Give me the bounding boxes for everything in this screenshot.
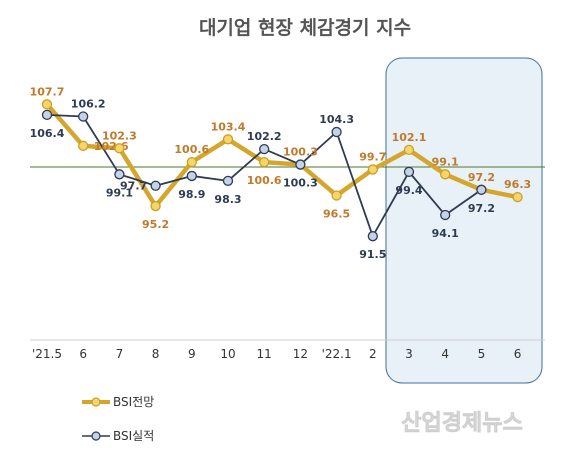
x-tick-label: 5 bbox=[478, 347, 486, 361]
data-label-forecast: 99.7 bbox=[359, 150, 386, 163]
legend-marker-actual bbox=[91, 431, 101, 441]
data-point-forecast bbox=[403, 144, 415, 156]
data-point-actual bbox=[440, 209, 451, 221]
data-point-forecast bbox=[512, 191, 523, 203]
x-tick-label: 4 bbox=[441, 347, 449, 361]
data-point-forecast bbox=[222, 134, 234, 145]
watermark-text: 산업경제뉴스 bbox=[401, 411, 522, 436]
data-label-actual: 97.2 bbox=[468, 202, 495, 215]
x-tick-label: '21.5 bbox=[32, 347, 62, 361]
data-point-actual bbox=[295, 159, 306, 170]
legend: BSI전망 BSI실적 bbox=[82, 395, 154, 443]
x-tick-label: 2 bbox=[369, 347, 377, 361]
data-label-forecast: 100.6 bbox=[174, 143, 209, 156]
legend-label-forecast: BSI전망 bbox=[113, 395, 154, 409]
data-point-actual bbox=[186, 170, 197, 182]
data-label-forecast: 96.5 bbox=[323, 207, 350, 220]
data-label-forecast: 97.2 bbox=[468, 171, 495, 184]
x-tick-label: 3 bbox=[405, 347, 413, 361]
data-label-actual: 97.7 bbox=[120, 180, 147, 193]
data-label-actual: 98.3 bbox=[214, 193, 241, 206]
data-label-actual: 106.4 bbox=[30, 127, 65, 140]
data-point-forecast bbox=[114, 143, 125, 154]
chart-title: 대기업 현장 체감경기 지수 bbox=[199, 17, 411, 39]
data-point-actual bbox=[476, 184, 487, 195]
data-label-forecast: 102.1 bbox=[392, 131, 427, 144]
data-label-actual: 98.9 bbox=[178, 188, 205, 201]
data-point-forecast bbox=[367, 164, 378, 175]
data-point-forecast bbox=[150, 200, 161, 212]
data-label-forecast: 95.2 bbox=[142, 218, 169, 231]
data-label-forecast: 99.1 bbox=[432, 155, 459, 168]
data-label-actual: 99.1 bbox=[106, 186, 133, 199]
x-tick-labels: '21.5 6 7 8 9 10 11 12 '22.1 2 3 4 5 6 bbox=[32, 347, 521, 361]
data-label-actual: 99.4 bbox=[395, 184, 422, 197]
data-point-actual bbox=[222, 175, 234, 186]
legend-label-actual: BSI실적 bbox=[113, 429, 154, 443]
x-tick-label: 8 bbox=[152, 347, 160, 361]
data-point-forecast bbox=[186, 156, 197, 168]
data-label-forecast: 100.6 bbox=[247, 174, 282, 187]
data-label-actual: 102.2 bbox=[247, 130, 282, 143]
x-tick-label: 9 bbox=[188, 347, 196, 361]
data-label-actual: 94.1 bbox=[432, 227, 459, 240]
data-label-actual: 106.2 bbox=[71, 98, 106, 111]
data-point-actual bbox=[367, 231, 378, 242]
data-point-actual bbox=[259, 143, 270, 155]
series-line-forecast bbox=[45, 102, 519, 209]
highlight-box bbox=[385, 57, 543, 384]
x-tick-label: 11 bbox=[257, 347, 272, 361]
data-label-forecast: 100.3 bbox=[283, 146, 318, 159]
data-point-forecast bbox=[440, 169, 451, 180]
x-tick-label: 7 bbox=[116, 347, 124, 361]
data-label-actual: 91.5 bbox=[359, 248, 386, 261]
data-point-actual bbox=[331, 126, 342, 138]
data-label-forecast: 96.3 bbox=[504, 178, 531, 191]
x-tick-label: 10 bbox=[220, 347, 235, 361]
data-label-forecast: 103.4 bbox=[211, 120, 246, 133]
data-label-actual: 100.3 bbox=[283, 177, 318, 190]
x-tick-label: 6 bbox=[79, 347, 87, 361]
x-tick-label: '22.1 bbox=[322, 347, 352, 361]
data-point-forecast bbox=[41, 99, 53, 110]
legend-item-actual: BSI실적 bbox=[82, 429, 154, 443]
data-point-forecast bbox=[331, 190, 342, 201]
data-point-actual bbox=[403, 166, 415, 178]
data-label-forecast: 107.7 bbox=[30, 85, 65, 98]
data-label-forecast: 102.3 bbox=[102, 129, 137, 142]
data-point-actual bbox=[150, 180, 161, 191]
data-point-actual bbox=[114, 169, 125, 180]
x-tick-label: 6 bbox=[514, 347, 522, 361]
data-point-forecast bbox=[78, 140, 89, 151]
data-label-actual: 104.3 bbox=[319, 113, 354, 126]
data-point-actual bbox=[41, 109, 53, 121]
legend-item-forecast: BSI전망 bbox=[82, 395, 154, 409]
series-layer: 107.7102.6102.395.2100.6103.4100.6100.39… bbox=[30, 85, 532, 261]
data-point-actual bbox=[78, 111, 89, 122]
x-tick-label: 12 bbox=[293, 347, 308, 361]
data-point-forecast bbox=[259, 156, 270, 168]
legend-marker-forecast bbox=[91, 397, 101, 407]
